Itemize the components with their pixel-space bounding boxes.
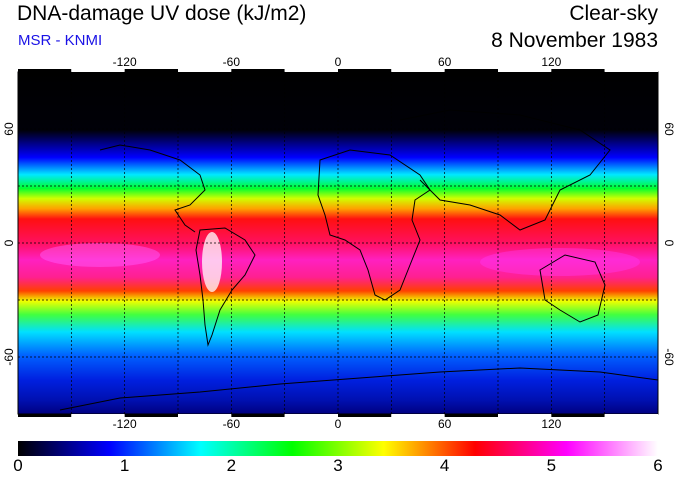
colorbar-label: 6: [653, 456, 663, 475]
colorbar-label: 1: [119, 456, 130, 475]
frame-segment: [124, 414, 178, 417]
lon-tick-label: 60: [438, 55, 452, 69]
frame-segment: [391, 414, 445, 417]
frame-segment: [231, 69, 285, 72]
frame-segment: [444, 414, 498, 417]
lat-tick-label-right: 0: [662, 240, 676, 247]
coastlines: [59, 109, 658, 411]
australia-maximum: [480, 248, 640, 276]
sky-condition: Clear-sky: [569, 2, 658, 25]
gridlines: [18, 72, 658, 414]
frame-segment: [338, 414, 392, 417]
frame-segment: [551, 414, 605, 417]
africa-coast: [317, 149, 431, 301]
lon-tick-label: 60: [438, 417, 452, 431]
frame-segment: [604, 414, 658, 417]
lon-tick-label: -120: [113, 417, 137, 431]
frame-ticks: [18, 69, 658, 417]
colorbar-label: 3: [333, 456, 343, 475]
lon-tick-label: 120: [541, 55, 561, 69]
colorbar-label: 2: [226, 456, 237, 475]
pacific-maximum: [40, 243, 160, 267]
frame-segment: [71, 414, 125, 417]
lat-tick-label-right: 60: [662, 122, 676, 136]
lat-tick-label-left: 60: [2, 122, 16, 136]
frame-segment: [18, 69, 72, 72]
colorbar-label: 5: [546, 456, 557, 475]
lon-tick-label: 0: [335, 417, 342, 431]
antarctica-coast: [59, 367, 658, 411]
frame-segment: [178, 414, 232, 417]
colorbar-label: 4: [439, 456, 450, 475]
frame-segment: [71, 69, 125, 72]
frame-segment: [178, 69, 232, 72]
frame-segment: [284, 414, 338, 417]
frame-segment: [391, 69, 445, 72]
eurasia-coast: [399, 109, 611, 231]
date-label: 8 November 1983: [491, 29, 658, 52]
colorbar: [18, 441, 658, 456]
australia-coast: [539, 254, 606, 323]
frame-segment: [124, 69, 178, 72]
frame-segment: [284, 69, 338, 72]
frame-segment: [604, 69, 658, 72]
lon-tick-label: 120: [541, 417, 561, 431]
frame-segment: [231, 414, 285, 417]
frame-segment: [498, 414, 552, 417]
north-america-coast: [99, 144, 206, 233]
lat-tick-label-right: -60: [662, 348, 676, 366]
lon-tick-label: 0: [335, 55, 342, 69]
frame-segment: [338, 69, 392, 72]
lat-tick-label-left: 0: [2, 239, 16, 246]
frame-segment: [551, 69, 605, 72]
frame-segment: [18, 414, 72, 417]
lon-tick-label: -60: [223, 55, 241, 69]
lat-tick-label-left: -60: [2, 348, 16, 366]
colorbar-label: 0: [13, 456, 23, 475]
chart-title: DNA-damage UV dose (kJ/m2): [17, 2, 307, 25]
south-america-coast: [195, 227, 256, 347]
lon-tick-label: -60: [223, 417, 241, 431]
andes-maximum: [202, 232, 222, 292]
lon-tick-label: -120: [113, 55, 137, 69]
frame-segment: [498, 69, 552, 72]
frame-segment: [444, 69, 498, 72]
source-label: MSR - KNMI: [18, 32, 103, 49]
